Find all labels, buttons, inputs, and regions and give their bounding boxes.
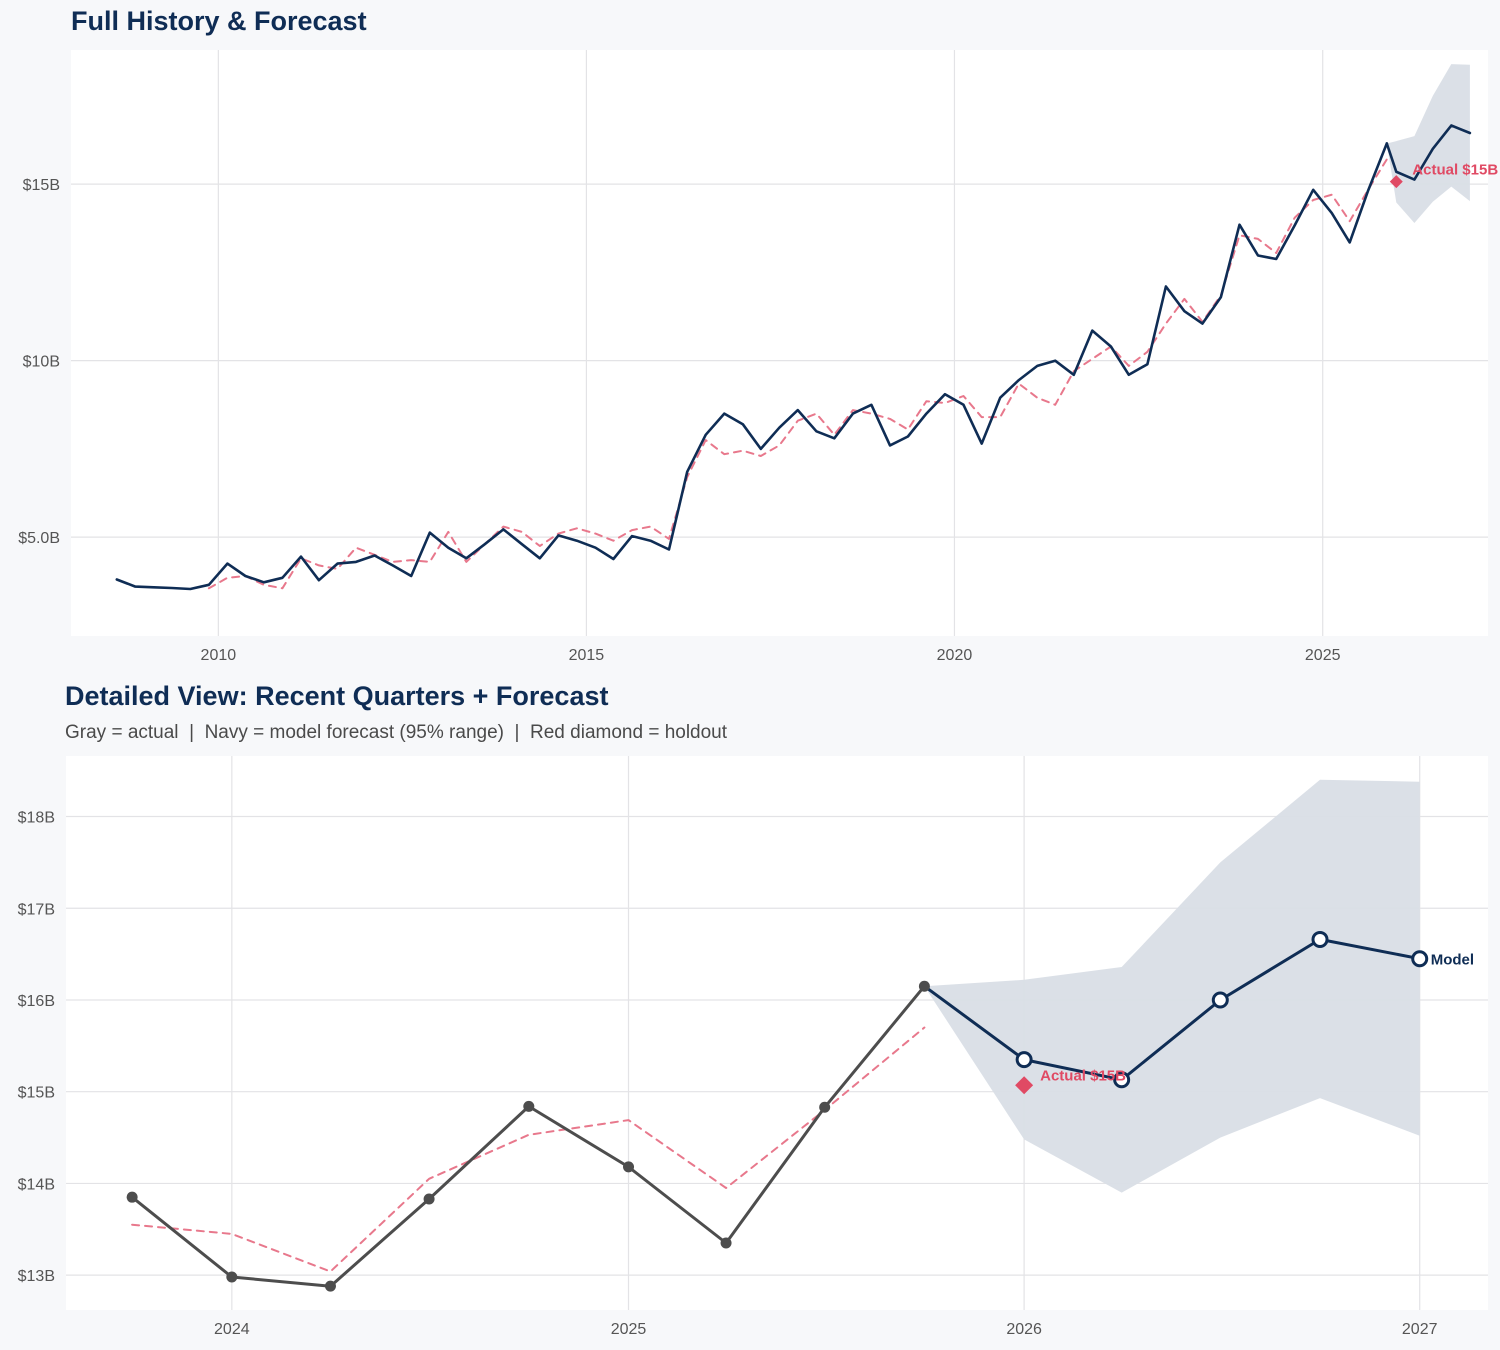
y-tick-label: $14B (18, 1176, 55, 1193)
model-end-label: Model (1431, 952, 1474, 969)
actual-point (324, 1280, 336, 1292)
y-tick-label: $5.0B (18, 530, 60, 547)
actual-point (918, 980, 930, 992)
chart-2-group: 2024 2025 2026 2027 $13B $14B $15B $16B $17B $18B… (18, 756, 1488, 1338)
x-tick-label: 2024 (214, 1321, 250, 1338)
x-tick-label: 2027 (1402, 1321, 1438, 1338)
actual-point (819, 1101, 831, 1113)
actual-point (423, 1193, 435, 1205)
x-tick-label: 2020 (937, 647, 973, 664)
forecast-point (1311, 930, 1329, 948)
bottom-chart-title: Detailed View: Recent Quarters + Forecas… (65, 681, 609, 711)
top-chart-title: Full History & Forecast (71, 6, 367, 36)
forecast-band (924, 779, 1420, 1193)
holdout-diamond (1015, 1076, 1034, 1095)
x-tick-label: 2025 (1305, 647, 1341, 664)
actual-point (226, 1271, 238, 1283)
x-tick-label: 2010 (201, 647, 237, 664)
forecast-point (1411, 950, 1429, 968)
holdout-diamond (1389, 175, 1403, 189)
series-line-forecast (922, 937, 1422, 1082)
holdout-label: Actual $15B (1412, 162, 1498, 179)
actual-point (523, 1100, 535, 1112)
x-tick-label: 2015 (569, 647, 605, 664)
forecast-band (1386, 64, 1470, 223)
bottom-chart-subtitle: Gray = actual | Navy = model forecast (9… (65, 722, 728, 743)
x-tick-label: 2026 (1006, 1321, 1042, 1338)
actual-point (126, 1191, 138, 1203)
series-line-fitted (131, 1026, 926, 1273)
forecast-point (1015, 1051, 1033, 1069)
actual-point (623, 1161, 635, 1173)
holdout-label: Actual $15B (1040, 1067, 1126, 1084)
y-tick-label: $15B (18, 1085, 55, 1102)
y-tick-label: $17B (18, 901, 55, 918)
x-tick-label: 2025 (611, 1321, 647, 1338)
series-line-actual (115, 142, 1389, 591)
series-line-forecast (1385, 124, 1472, 181)
forecast-point (1113, 1071, 1131, 1089)
y-tick-label: $13B (18, 1268, 55, 1285)
y-tick-label: $16B (18, 993, 55, 1010)
y-tick-label: $15B (23, 177, 60, 194)
series-line-fitted (207, 158, 1388, 590)
actual-point (720, 1237, 732, 1249)
forecast-point (1211, 991, 1229, 1009)
plot-area (71, 50, 1488, 636)
y-tick-label: $18B (18, 810, 55, 827)
chart-1-group: 2010 2015 2020 2025 $5.0B $10B $15B Actual $15B (18, 50, 1498, 664)
y-tick-label: $10B (23, 354, 60, 371)
